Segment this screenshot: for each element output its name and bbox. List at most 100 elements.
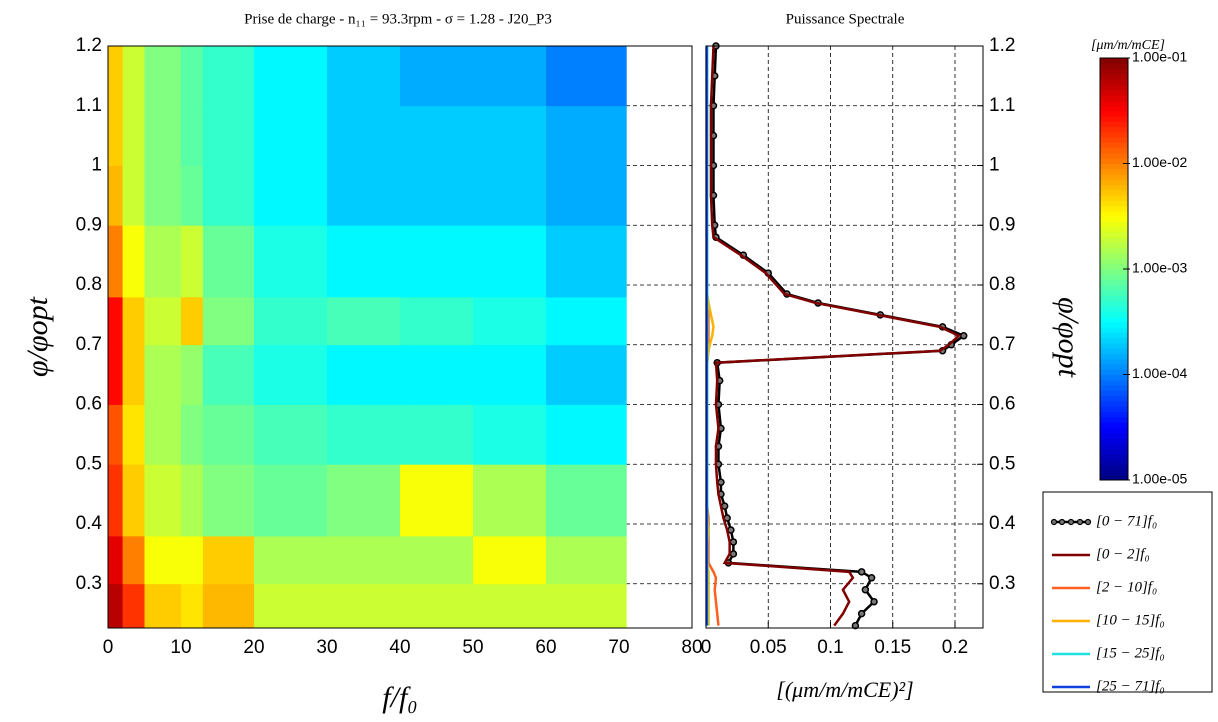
heatmap-cell [254,165,328,226]
colorbar-segment [1100,295,1128,302]
series-marker [857,609,866,618]
heatmap-cell [546,296,627,346]
heatmap-cell [254,464,328,537]
y-tick-label: 1 [91,155,102,176]
heatmap-cell [327,46,401,107]
x-tick-label: 20 [243,637,264,658]
colorbar-segment [1100,316,1128,323]
heatmap-cell [546,105,627,166]
x-tick-label: 0.2 [942,637,968,658]
heatmap-cell [181,464,204,537]
heatmap-cell [546,46,627,107]
heatmap-cell [327,583,401,629]
heatmap-cell [400,46,474,107]
x-tick-label: 40 [389,637,410,658]
legend-label: [15 − 25]f₀ [1096,645,1165,661]
chart-title: Puissance Spectrale [786,11,905,27]
colorbar-segment [1100,89,1128,96]
x-axis-label: [(μm/m/mCE)²] [776,677,913,702]
x-axis-label: f/f₀ [382,681,417,714]
heatmap-cell [181,165,204,226]
series-marker [729,550,738,558]
colorbar-segment [1100,348,1128,354]
heatmap-cell [122,404,145,465]
colorbar-segment [1100,279,1128,286]
colorbar-segment [1100,353,1128,360]
heatmap-cell [144,105,182,166]
colorbar-segment [1100,195,1128,201]
colorbar-segment [1100,184,1128,191]
y-tick-label: 0.8 [989,274,1015,295]
y-tick-label: 0.3 [76,573,102,594]
heatmap-cell [400,105,474,166]
legend-marker [1067,518,1075,526]
colorbar-segment [1100,448,1128,455]
heatmap-cell [473,583,547,629]
y-tick-label: 1.2 [76,35,102,56]
series-marker [861,586,870,594]
heatmap-cell [108,225,123,298]
heatmap-cell [400,464,474,537]
heatmap-cell [108,296,123,346]
heatmap-cell [181,46,204,107]
heatmap-cell [327,165,401,226]
colorbar-segment [1100,131,1128,138]
heatmap-cell [400,225,474,298]
heatmap-cell [202,225,255,298]
colorbar-segment [1100,464,1128,470]
y-tick-label: 0.9 [76,214,102,235]
y-tick-label: 1.2 [989,35,1015,56]
colorbar-segment [1100,63,1128,70]
y-tick-label: 1 [989,155,1000,176]
heatmap-cell [254,225,328,298]
colorbar-segment [1100,105,1128,112]
heatmap-cell [181,344,204,405]
colorbar-segment [1100,152,1128,159]
heatmap-cell [254,404,328,465]
heatmap-cell [122,583,145,629]
heatmap-cell [327,535,401,585]
series-marker [717,478,725,486]
colorbar-segment [1100,443,1128,449]
series-marker [870,597,878,606]
legend-label: [0 − 71]f₀ [1096,513,1157,529]
colorbar-label: [μm/m/mCE] [1091,38,1165,53]
heatmap-cell [122,225,145,298]
x-tick-label: 0.1 [817,637,843,658]
heatmap-cell [144,165,182,226]
heatmap-cell [108,46,123,107]
series-marker [857,568,866,576]
heatmap-cell [181,404,204,465]
y-axis-label: φ/φopt [1052,297,1085,378]
heatmap-cell [254,46,328,107]
colorbar-segment [1100,58,1128,64]
y-tick-label: 0.4 [989,513,1016,534]
heatmap-cell [546,404,627,465]
colorbar-segment [1100,474,1128,481]
colorbar-segment [1100,342,1128,349]
colorbar-segment [1100,247,1128,254]
heatmap-cell [202,344,255,405]
legend-marker [1084,518,1092,526]
colorbar-segment [1100,100,1128,106]
colorbar-segment [1100,332,1128,339]
series-line [709,45,961,627]
colorbar-segment [1100,116,1128,122]
heatmap-cell [546,535,627,585]
x-tick-label: 70 [608,637,629,658]
colorbar-segment [1100,363,1128,370]
heatmap-cell [400,535,474,585]
heatmap-cell [144,583,182,629]
heatmap-cell [108,583,123,629]
heatmap-cell [122,46,145,107]
colorbar-segment [1100,469,1128,476]
colorbar-segment [1100,337,1128,344]
heatmap-cell [202,105,255,166]
heatmap-cell [122,105,145,166]
heatmap-cell [202,464,255,537]
colorbar-segment [1100,327,1128,333]
x-tick-label: 0 [701,637,712,658]
colorbar-segment [1100,321,1128,328]
colorbar-segment [1100,216,1128,223]
colorbar-segment [1100,284,1128,291]
